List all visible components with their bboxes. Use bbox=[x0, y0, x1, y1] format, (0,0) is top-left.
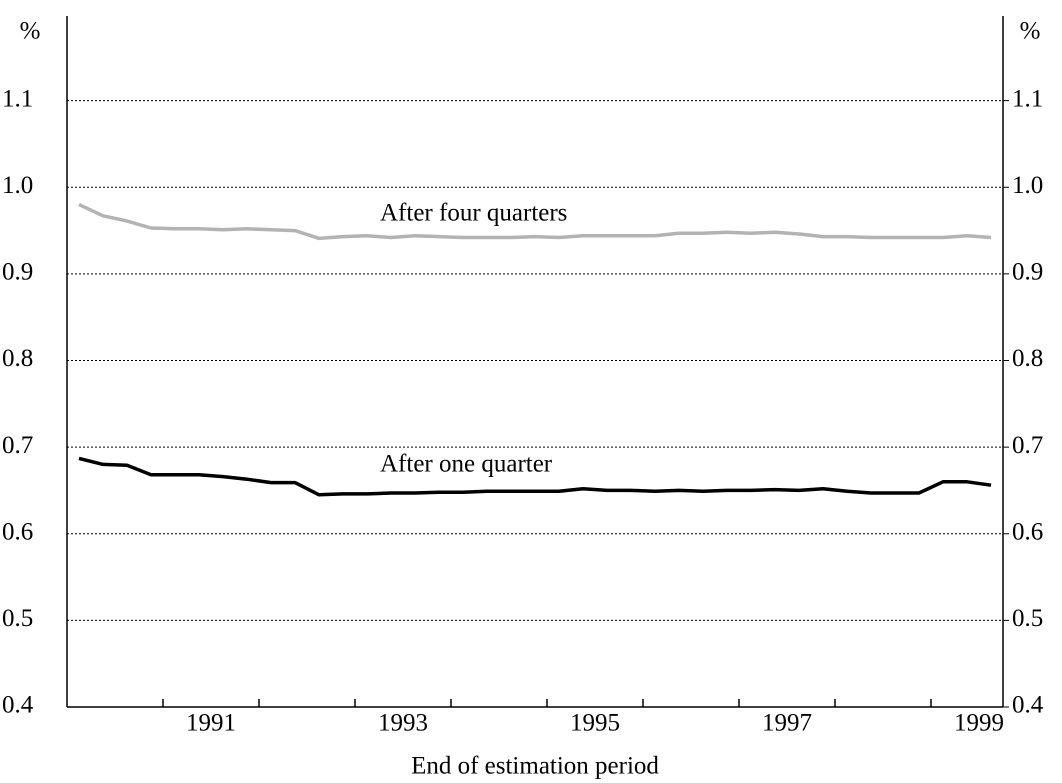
y-unit-label: % bbox=[20, 18, 41, 45]
y-tick-label: 0.8 bbox=[2, 345, 33, 372]
y-tick-label: 1.1 bbox=[2, 85, 33, 112]
x-tick-label: 1995 bbox=[570, 710, 620, 737]
y2-unit-label: % bbox=[1020, 18, 1041, 45]
series-line bbox=[78, 203, 992, 241]
series-label: After one quarter bbox=[380, 451, 553, 478]
x-tick-label: 1993 bbox=[378, 710, 428, 737]
x-axis-title: End of estimation period bbox=[411, 753, 659, 780]
y2-tick-label: 0.9 bbox=[1012, 259, 1043, 286]
y-tick-label: 0.4 bbox=[2, 692, 34, 719]
y2-tick-label: 0.5 bbox=[1012, 605, 1043, 632]
series-line bbox=[78, 456, 992, 497]
x-tick-label: 1991 bbox=[186, 710, 236, 737]
y-tick-label: 0.7 bbox=[2, 432, 33, 459]
x-tick-label: 1999 bbox=[954, 710, 1004, 737]
y-tick-label: 1.0 bbox=[2, 172, 33, 199]
series-label: After four quarters bbox=[380, 200, 567, 227]
y-tick-label: 0.9 bbox=[2, 259, 33, 286]
y-tick-label: 0.6 bbox=[2, 518, 33, 545]
y2-tick-label: 0.7 bbox=[1012, 432, 1043, 459]
y-tick-label: 0.5 bbox=[2, 605, 33, 632]
y2-tick-label: 0.4 bbox=[1012, 692, 1044, 719]
x-tick-label: 1997 bbox=[762, 710, 812, 737]
y2-tick-label: 0.8 bbox=[1012, 345, 1043, 372]
y2-tick-label: 1.0 bbox=[1012, 172, 1043, 199]
y2-tick-label: 0.6 bbox=[1012, 518, 1043, 545]
y2-tick-label: 1.1 bbox=[1012, 85, 1043, 112]
